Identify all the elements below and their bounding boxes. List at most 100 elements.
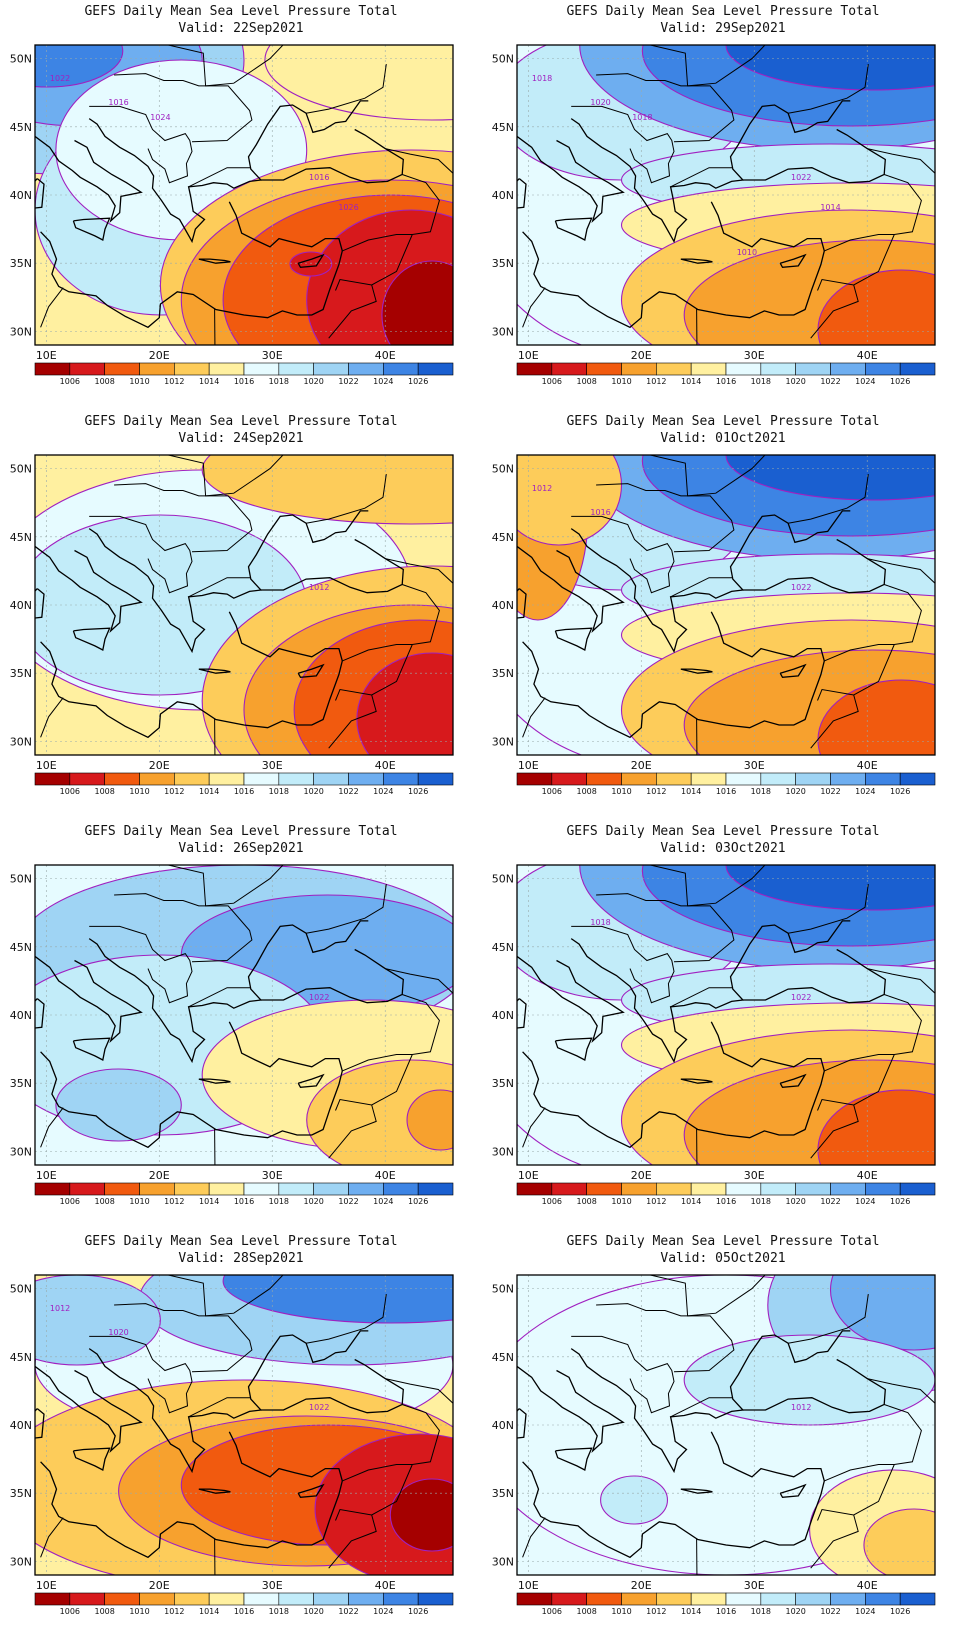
- colorbar-label: 1016: [716, 1197, 736, 1206]
- lat-tick-label: 50N: [492, 1283, 514, 1296]
- colorbar-swatch: [174, 1592, 210, 1606]
- colorbar-label: 1016: [716, 787, 736, 796]
- colorbar-label: 1018: [751, 1607, 771, 1616]
- colorbar-label: 1018: [751, 1197, 771, 1206]
- colorbar-label: 1014: [199, 1607, 219, 1616]
- country-borders: [522, 45, 935, 345]
- colorbar-label: 1018: [751, 787, 771, 796]
- contour-label: 1012: [50, 1304, 70, 1313]
- colorbar-swatch: [865, 1182, 901, 1196]
- colorbar-label: 1014: [681, 377, 701, 386]
- colorbar-label: 1018: [269, 1197, 289, 1206]
- contour-label: 1012: [791, 1403, 811, 1412]
- colorbar-label: 1006: [60, 787, 80, 796]
- colorbar-swatch: [725, 1592, 762, 1606]
- colorbar-swatch: [417, 1592, 454, 1606]
- map-frame: [34, 864, 454, 1166]
- lat-tick-label: 50N: [10, 873, 32, 886]
- colorbar-swatch: [899, 772, 936, 786]
- gridlines: [35, 1275, 453, 1575]
- colorbar-swatch: [551, 772, 587, 786]
- colorbar-swatch: [795, 1182, 831, 1196]
- colorbar-label: 1010: [129, 1197, 149, 1206]
- country-borders: [522, 865, 935, 1165]
- colorbar-label: 1026: [408, 1607, 428, 1616]
- lat-tick-label: 40N: [10, 1419, 32, 1432]
- lat-tick-label: 30N: [10, 735, 32, 748]
- colorbar-swatch: [899, 1592, 936, 1606]
- colorbar-swatch: [139, 362, 175, 376]
- colorbar-swatch: [104, 362, 140, 376]
- colorbar-label: 1010: [611, 1607, 631, 1616]
- colorbar: 1006 1008 1010 1012 1014 1016 1018 1020 1022 1024…: [516, 1182, 936, 1206]
- panel-title: GEFS Daily Mean Sea Level Pressure Total: [84, 414, 398, 429]
- country-borders: [40, 1275, 453, 1575]
- colorbar-label: 1020: [303, 1607, 323, 1616]
- colorbar-label: 1012: [164, 377, 184, 386]
- colorbar-swatch: [690, 362, 727, 376]
- lon-tick-label: 20E: [149, 1579, 170, 1592]
- colorbar-label: 1016: [234, 377, 254, 386]
- gridlines: [517, 1275, 935, 1575]
- lat-tick-label: 50N: [10, 1283, 32, 1296]
- contour-label: 1010: [737, 248, 757, 257]
- colorbar-label: 1006: [60, 1197, 80, 1206]
- pressure-field: [35, 45, 453, 345]
- valid-date: Valid: 29Sep2021: [660, 21, 786, 36]
- lat-tick-label: 45N: [492, 1351, 514, 1364]
- colorbar-swatch: [899, 1182, 936, 1196]
- colorbar-swatch: [516, 1592, 553, 1606]
- map-panel: GEFS Daily Mean Sea Level Pressure Total…: [482, 410, 964, 820]
- lat-tick-label: 45N: [10, 941, 32, 954]
- lon-tick-label: 40E: [857, 1579, 878, 1592]
- panel-title: GEFS Daily Mean Sea Level Pressure Total: [84, 1234, 398, 1249]
- colorbar: 1006 1008 1010 1012 1014 1016 1018 1020 1022 1024…: [34, 362, 454, 386]
- colorbar-label: 1018: [269, 377, 289, 386]
- contour-label: 1022: [791, 173, 811, 182]
- colorbar-swatch: [383, 362, 419, 376]
- map-frame: [516, 1274, 936, 1576]
- colorbar-swatch: [383, 772, 419, 786]
- colorbar-swatch: [278, 772, 314, 786]
- colorbar: 1006 1008 1010 1012 1014 1016 1018 1020 1022 1024…: [516, 362, 936, 386]
- colorbar-label: 1026: [890, 787, 910, 796]
- lon-tick-label: 20E: [149, 759, 170, 772]
- lon-tick-label: 40E: [375, 759, 396, 772]
- colorbar-label: 1008: [576, 1197, 596, 1206]
- colorbar-swatch: [174, 772, 210, 786]
- lat-tick-label: 35N: [492, 257, 514, 270]
- gridlines: [517, 865, 935, 1165]
- colorbar-label: 1014: [199, 1197, 219, 1206]
- colorbar-swatch: [586, 1592, 622, 1606]
- country-borders: [522, 1275, 935, 1575]
- lon-tick-label: 30E: [262, 1579, 283, 1592]
- colorbar-swatch: [208, 1592, 245, 1606]
- contour-label: 1022: [309, 993, 329, 1002]
- colorbar-swatch: [313, 1182, 349, 1196]
- lat-tick-label: 40N: [492, 1009, 514, 1022]
- colorbar-label: 1012: [164, 787, 184, 796]
- colorbar-swatch: [243, 1182, 280, 1196]
- contour-label: 1012: [532, 484, 552, 493]
- colorbar-label: 1008: [576, 787, 596, 796]
- contour-label: 1022: [50, 74, 70, 83]
- colorbar-label: 1006: [60, 377, 80, 386]
- lat-tick-label: 40N: [492, 1419, 514, 1432]
- colorbar-swatch: [621, 1592, 657, 1606]
- colorbar-swatch: [551, 1592, 587, 1606]
- map-panel: GEFS Daily Mean Sea Level Pressure Total…: [0, 820, 482, 1230]
- panel-title: GEFS Daily Mean Sea Level Pressure Total: [566, 1234, 880, 1249]
- lon-tick-label: 10E: [518, 759, 539, 772]
- lon-tick-label: 30E: [262, 1169, 283, 1182]
- colorbar-swatch: [34, 1182, 71, 1196]
- lon-tick-label: 20E: [149, 349, 170, 362]
- colorbar-swatch: [69, 362, 105, 376]
- colorbar-label: 1008: [94, 787, 114, 796]
- colorbar-swatch: [516, 772, 553, 786]
- lat-tick-label: 35N: [10, 667, 32, 680]
- colorbar: 1006 1008 1010 1012 1014 1016 1018 1020 1022 1024…: [34, 1182, 454, 1206]
- colorbar-label: 1008: [576, 1607, 596, 1616]
- coastlines: [35, 100, 404, 329]
